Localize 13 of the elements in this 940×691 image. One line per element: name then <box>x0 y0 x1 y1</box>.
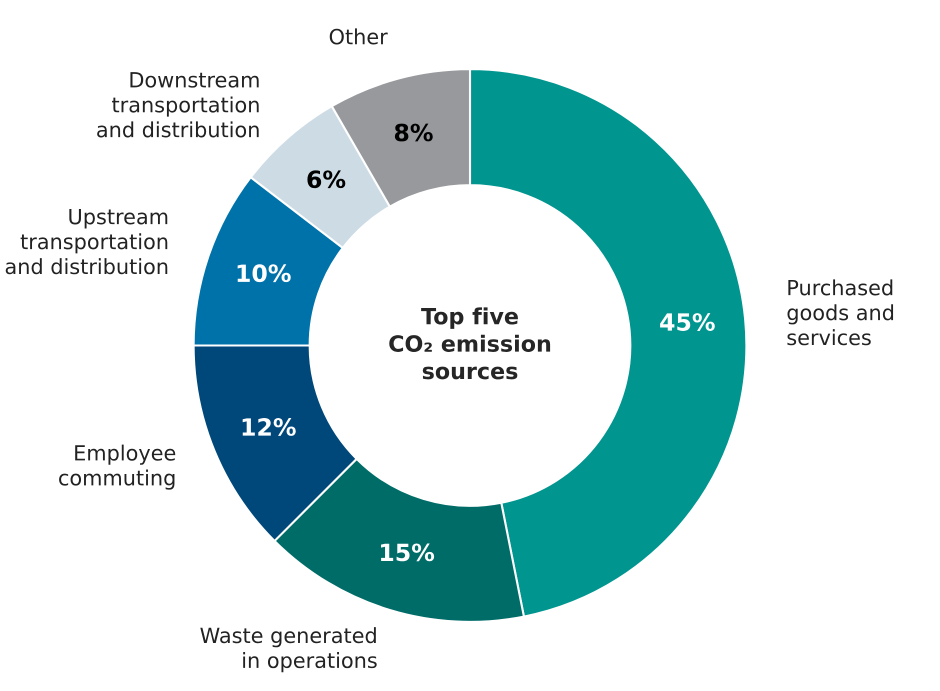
slice-label: Downstream transportation and distribution <box>97 72 259 138</box>
slice-label: Other <box>330 28 388 45</box>
data-label: 6% <box>307 170 346 188</box>
data-label: 8% <box>394 124 433 142</box>
slice-label: Employee commuting <box>59 444 176 490</box>
data-label: 45% <box>660 313 715 331</box>
data-label: 15% <box>381 543 434 562</box>
data-label: 10% <box>238 264 291 282</box>
slice-label: Waste generated in operations <box>200 627 377 672</box>
slice-label: Upstream transportation and distribution <box>6 208 168 274</box>
slice-label: Purchased goods and services <box>787 279 894 346</box>
text: Top five CO₂ emission sources <box>389 307 550 380</box>
data-label: 12% <box>242 418 296 436</box>
